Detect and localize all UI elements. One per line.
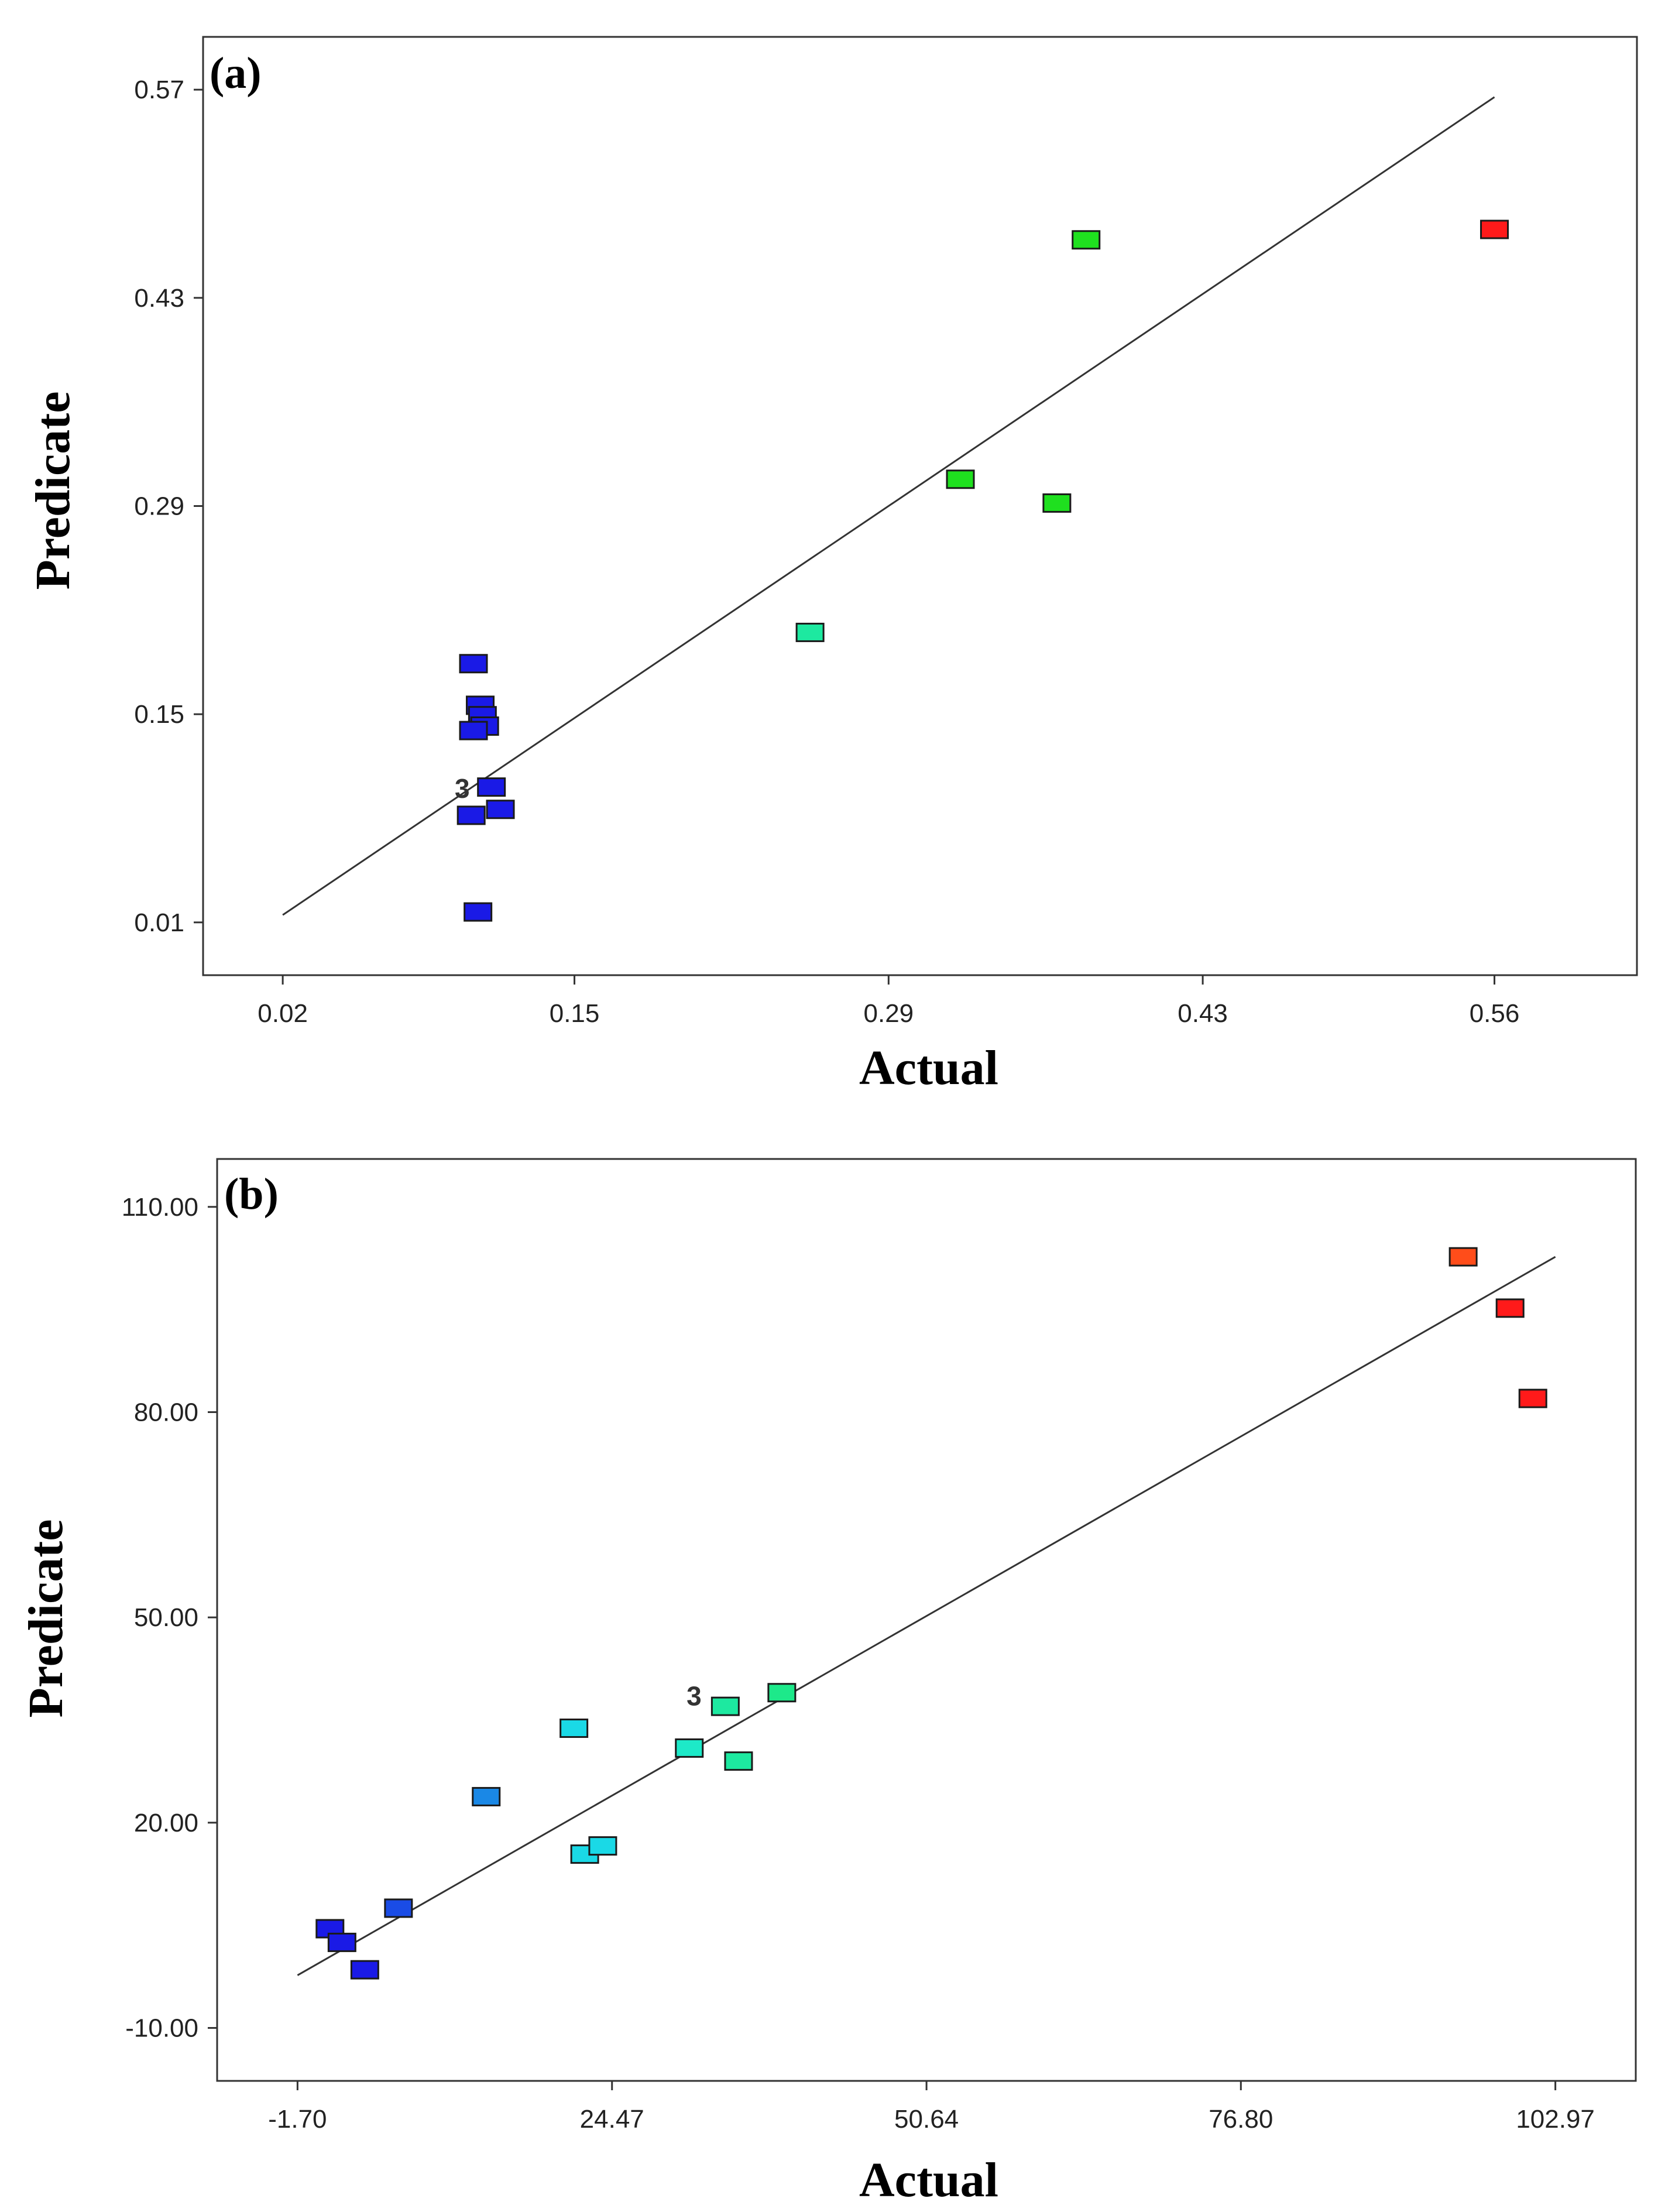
data-point — [724, 1751, 753, 1771]
x-axis-title: Actual — [859, 1041, 998, 1095]
point-count-label: 3 — [455, 773, 470, 804]
data-point — [464, 902, 493, 922]
y-tick-label: 110.00 — [122, 1193, 198, 1222]
data-point — [710, 1696, 740, 1716]
data-point — [1495, 1298, 1525, 1318]
chart-panel-a: 0.02 0.15 0.29 0.43 0.56 0.01 0.15 0.29 0.43 0.57… — [26, 36, 1638, 1095]
x-tick-label: 0.43 — [1178, 999, 1228, 1028]
panel-label: (a) — [210, 49, 262, 98]
x-tick-label: 0.02 — [258, 999, 308, 1028]
data-point — [1448, 1247, 1478, 1267]
point-count-label: 3 — [686, 1681, 702, 1712]
x-tick-label: 76.80 — [1209, 2105, 1273, 2134]
x-tick-label: -1.70 — [268, 2105, 327, 2134]
data-point — [1480, 220, 1509, 239]
y-tick-label: 20.00 — [134, 1809, 198, 1837]
data-point — [456, 805, 486, 825]
y-tick-label: 0.43 — [134, 284, 184, 313]
y-axis-title: Predicate — [19, 1520, 73, 1718]
y-tick-label: 80.00 — [134, 1398, 198, 1426]
y-tick-label: 50.00 — [134, 1603, 198, 1632]
tick-group: 0.02 0.15 0.29 0.43 0.56 0.01 0.15 0.29 0.43 0.57 — [134, 76, 1519, 1028]
data-point — [767, 1683, 797, 1703]
chart-panel-b: -1.70 24.47 50.64 76.80 102.97 -10.00 20.00 50.… — [19, 1158, 1637, 2207]
x-tick-label: 0.15 — [550, 999, 600, 1028]
plot-frame — [202, 36, 1638, 976]
data-point — [459, 721, 488, 740]
x-tick-label: 0.29 — [864, 999, 914, 1028]
y-tick-label: 0.01 — [134, 908, 184, 937]
data-point — [486, 800, 515, 819]
point-group — [315, 1247, 1547, 1980]
y-tick-label: 0.57 — [134, 76, 184, 104]
x-tick-label: 50.64 — [894, 2105, 959, 2134]
x-tick-label: 0.56 — [1470, 999, 1520, 1028]
data-point — [472, 1786, 501, 1806]
data-point — [588, 1836, 617, 1856]
y-axis-title: Predicate — [26, 392, 80, 590]
x-tick-label: 102.97 — [1516, 2105, 1595, 2134]
data-point — [384, 1898, 413, 1918]
data-point — [459, 654, 488, 674]
data-point — [675, 1738, 704, 1758]
data-point — [477, 777, 506, 797]
data-point — [1518, 1388, 1547, 1408]
data-point — [1072, 230, 1101, 250]
point-group — [456, 220, 1509, 922]
fit-line — [297, 1256, 1556, 1976]
data-point — [350, 1960, 379, 1980]
annotation-group: 3 — [455, 773, 470, 804]
y-tick-label: 0.15 — [134, 700, 184, 729]
data-point — [795, 622, 825, 642]
tick-group: -1.70 24.47 50.64 76.80 102.97 -10.00 20.00 50.… — [122, 1193, 1595, 2134]
annotation-group: 3 — [686, 1681, 702, 1712]
data-point — [946, 469, 975, 489]
data-point — [1042, 493, 1072, 513]
plot-frame — [216, 1158, 1637, 2082]
y-tick-label: 0.29 — [134, 492, 184, 521]
data-point — [327, 1932, 356, 1952]
data-point — [559, 1719, 589, 1738]
x-tick-label: 24.47 — [580, 2105, 644, 2134]
panel-label: (b) — [224, 1170, 279, 1219]
y-tick-label: -10.00 — [125, 2014, 198, 2043]
x-axis-title: Actual — [859, 2153, 998, 2207]
